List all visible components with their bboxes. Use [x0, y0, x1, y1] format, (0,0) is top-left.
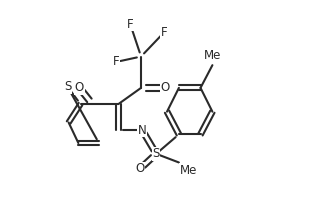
Text: O: O	[135, 162, 145, 175]
Text: O: O	[160, 81, 169, 94]
Text: N: N	[138, 124, 147, 136]
Text: S: S	[153, 147, 160, 160]
Text: F: F	[160, 26, 167, 39]
Text: Me: Me	[204, 49, 221, 62]
Text: F: F	[113, 55, 120, 68]
Text: F: F	[127, 18, 134, 31]
Text: O: O	[75, 81, 84, 94]
Text: Me: Me	[180, 164, 197, 177]
Text: S: S	[64, 80, 71, 93]
